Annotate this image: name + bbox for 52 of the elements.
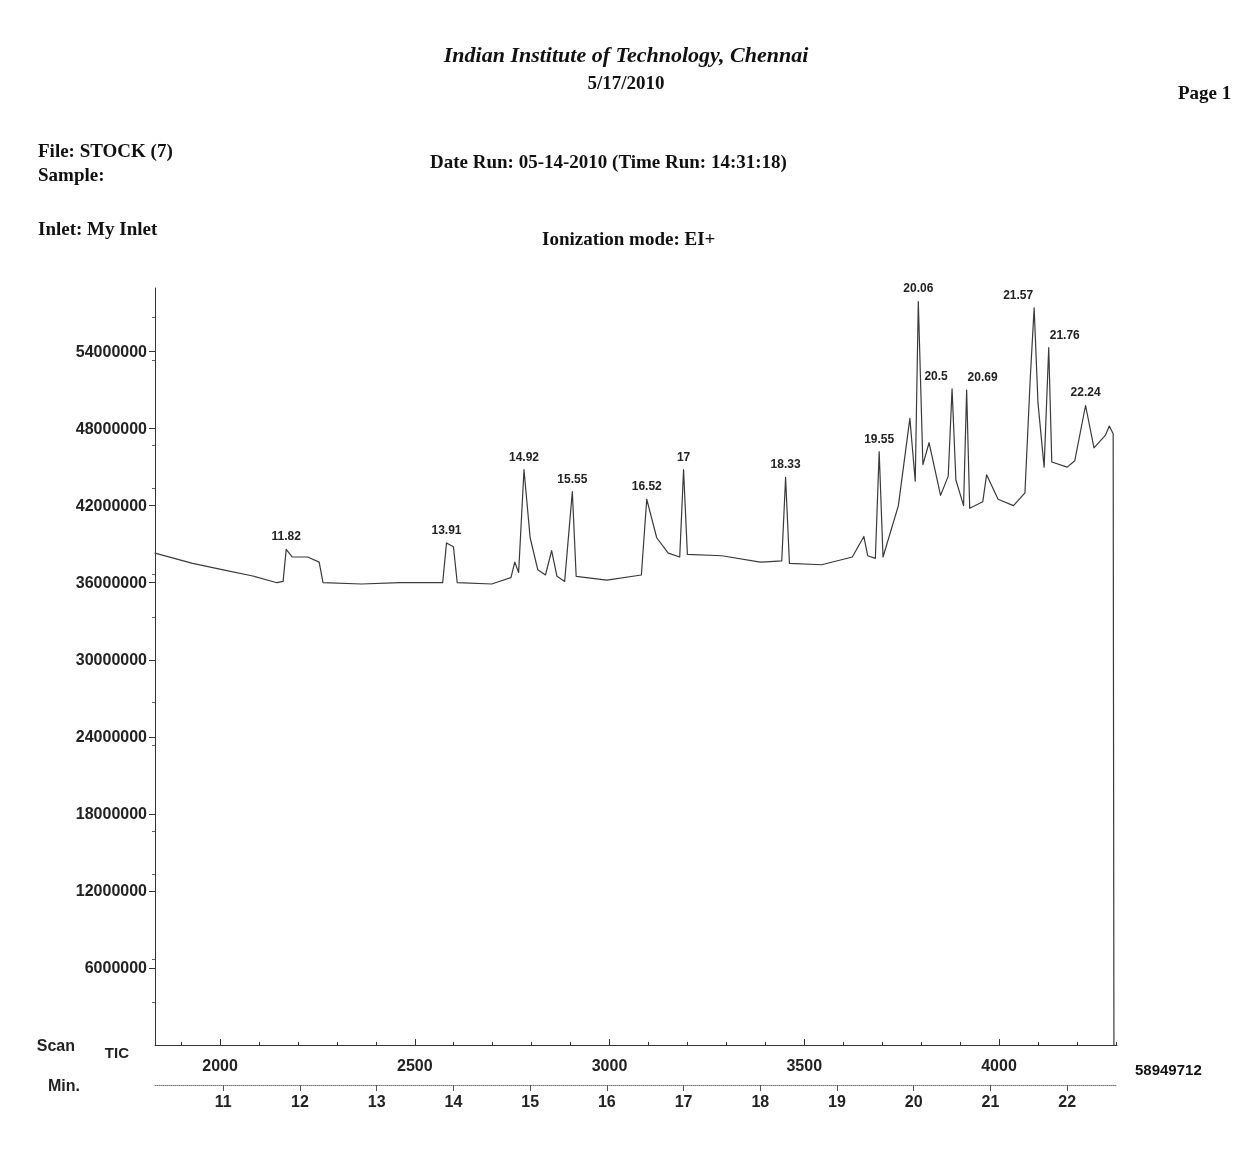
annotation: 18.33 (770, 457, 801, 472)
annotation: 16.52 (631, 479, 663, 494)
annotation: 19.55 (864, 431, 895, 446)
y-tick-label: 12000000 (75, 882, 148, 900)
x-tick-label: 19 (828, 1092, 846, 1110)
x-tick-label: 21 (981, 1092, 1000, 1110)
x2-tick-label: 2500 (396, 1056, 433, 1074)
x2-tick-label: 3500 (786, 1056, 823, 1074)
y-tick-label: 18000000 (75, 805, 148, 823)
x-tick-label: 14 (444, 1092, 463, 1110)
annotation: 20.5 (924, 368, 949, 383)
x2-axis-title: Scan (36, 1036, 75, 1054)
text: 58949712 (1135, 1061, 1202, 1078)
y-tick-label: 54000000 (75, 343, 148, 361)
y-tick-label: 36000000 (75, 574, 148, 592)
annotation: 21.57 (1003, 287, 1034, 302)
x-tick-label: 22 (1058, 1092, 1077, 1110)
text: Inlet: My Inlet (38, 218, 158, 239)
annotation: 17 (676, 449, 691, 464)
annotation: 13.91 (431, 522, 462, 537)
x-tick-label: 16 (597, 1092, 616, 1110)
x-axis-title: Min. (48, 1076, 80, 1094)
annotation: 20.06 (903, 281, 934, 296)
x-tick-label: 15 (521, 1092, 540, 1110)
x-tick-label: 13 (367, 1092, 386, 1110)
x-tick-label: 17 (674, 1092, 693, 1110)
x2-tick-label: 4000 (981, 1056, 1017, 1074)
annotation: 15.55 (557, 471, 588, 486)
x2-tick-label: 3000 (591, 1056, 628, 1074)
text: Sample: (38, 164, 105, 185)
y-tick-label: 30000000 (75, 651, 148, 669)
x-tick-label: 12 (291, 1092, 309, 1110)
annotation: 20.69 (967, 370, 998, 385)
x-tick-label: 11 (214, 1092, 232, 1110)
y-tick-label: 42000000 (75, 497, 148, 515)
annotation: 22.24 (1070, 385, 1101, 400)
x-tick-label: 20 (904, 1092, 923, 1110)
chart-title: Indian Institute of Technology, Chennai (442, 41, 810, 67)
chart-subtitle: 5/17/2010 (587, 72, 665, 93)
annotation: 11.82 (271, 529, 302, 544)
y-tick-label: 48000000 (75, 420, 148, 438)
text: Ionization mode: EI+ (542, 228, 716, 249)
y-axis-title: TIC (104, 1044, 130, 1061)
text: Page 1 (1178, 82, 1232, 103)
x2-tick-label: 2000 (202, 1056, 238, 1074)
text: Date Run: 05-14-2010 (Time Run: 14:31:18) (430, 151, 787, 173)
text: File: STOCK (7) (38, 140, 173, 162)
x-tick-label: 18 (751, 1092, 770, 1110)
annotation: 14.92 (508, 449, 540, 464)
y-tick-label: 6000000 (84, 959, 148, 977)
y-tick-label: 24000000 (75, 728, 148, 746)
annotation: 21.76 (1049, 327, 1081, 342)
